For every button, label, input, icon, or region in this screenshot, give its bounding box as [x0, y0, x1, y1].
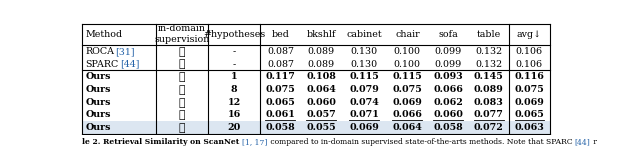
Text: 0.075: 0.075 [266, 85, 295, 94]
Text: ✗: ✗ [179, 84, 185, 95]
Text: Ours: Ours [86, 110, 111, 119]
Text: 0.087: 0.087 [267, 47, 294, 56]
Text: 0.072: 0.072 [474, 123, 504, 132]
Text: ✗: ✗ [179, 109, 185, 120]
Text: 0.132: 0.132 [475, 60, 502, 69]
Text: 0.079: 0.079 [349, 85, 379, 94]
Text: 0.065: 0.065 [266, 98, 295, 107]
Text: table: table [477, 29, 501, 39]
Text: 0.055: 0.055 [307, 123, 336, 132]
Text: [31]: [31] [115, 47, 135, 56]
Text: 0.132: 0.132 [475, 47, 502, 56]
Text: 0.075: 0.075 [515, 85, 544, 94]
Text: 0.087: 0.087 [267, 60, 294, 69]
Text: [1, 17]: [1, 17] [243, 138, 268, 146]
Text: 0.057: 0.057 [306, 110, 336, 119]
Text: ✗: ✗ [179, 71, 185, 82]
Text: 12: 12 [227, 98, 241, 107]
Text: 0.066: 0.066 [392, 110, 422, 119]
Text: 0.130: 0.130 [351, 47, 378, 56]
Text: 0.060: 0.060 [306, 98, 336, 107]
Text: 0.099: 0.099 [435, 60, 461, 69]
Text: 0.069: 0.069 [392, 98, 422, 107]
Text: 0.089: 0.089 [307, 60, 335, 69]
Text: 0.064: 0.064 [306, 85, 336, 94]
Text: 0.093: 0.093 [433, 72, 463, 81]
Text: 0.060: 0.060 [433, 110, 463, 119]
Text: 0.066: 0.066 [433, 85, 463, 94]
Text: [44]: [44] [120, 60, 139, 69]
Text: 1: 1 [230, 72, 237, 81]
Text: 0.108: 0.108 [306, 72, 336, 81]
Text: -: - [232, 47, 236, 56]
Text: ✗: ✗ [179, 122, 185, 133]
Text: avg↓: avg↓ [517, 29, 542, 39]
Text: 0.058: 0.058 [266, 123, 295, 132]
Text: 0.075: 0.075 [392, 85, 422, 94]
Text: 0.115: 0.115 [392, 72, 422, 81]
Text: chair: chair [395, 29, 420, 39]
Text: 0.100: 0.100 [394, 60, 421, 69]
Text: #hypotheses: #hypotheses [203, 29, 265, 39]
Text: 0.117: 0.117 [266, 72, 295, 81]
Text: 0.089: 0.089 [474, 85, 504, 94]
Text: 0.058: 0.058 [433, 123, 463, 132]
Text: Ours: Ours [86, 123, 111, 132]
Text: 0.099: 0.099 [435, 47, 461, 56]
Text: 0.130: 0.130 [351, 60, 378, 69]
Text: ✗: ✗ [179, 97, 185, 108]
Text: 0.106: 0.106 [516, 47, 543, 56]
Text: [44]: [44] [575, 138, 591, 146]
Text: r: r [591, 138, 596, 146]
Text: 20: 20 [227, 123, 241, 132]
Text: 0.106: 0.106 [516, 60, 543, 69]
Text: 0.061: 0.061 [266, 110, 295, 119]
Text: 0.064: 0.064 [392, 123, 422, 132]
Text: Ours: Ours [86, 72, 111, 81]
Text: 16: 16 [227, 110, 241, 119]
Text: 8: 8 [230, 85, 237, 94]
Text: le 2. Retrieval Similarity on ScanNet: le 2. Retrieval Similarity on ScanNet [83, 138, 243, 146]
Text: 0.100: 0.100 [394, 47, 421, 56]
Text: SPARC: SPARC [86, 60, 118, 69]
Text: 0.116: 0.116 [515, 72, 544, 81]
Text: 0.074: 0.074 [349, 98, 379, 107]
Text: ✓: ✓ [179, 47, 185, 57]
Bar [83, 121, 550, 134]
Text: 0.145: 0.145 [474, 72, 504, 81]
Text: 0.069: 0.069 [515, 98, 544, 107]
Text: 0.115: 0.115 [349, 72, 379, 81]
Text: 0.069: 0.069 [349, 123, 379, 132]
Text: 0.077: 0.077 [474, 110, 504, 119]
Text: Ours: Ours [86, 98, 111, 107]
Text: Method: Method [86, 29, 123, 39]
Text: 0.063: 0.063 [515, 123, 544, 132]
Text: ROCA: ROCA [86, 47, 115, 56]
Text: Ours: Ours [86, 85, 111, 94]
Text: 0.071: 0.071 [349, 110, 379, 119]
Text: 0.065: 0.065 [515, 110, 544, 119]
Text: 0.062: 0.062 [433, 98, 463, 107]
Text: compared to in-domain supervised state-of-the-arts methods. Note that SPARC: compared to in-domain supervised state-o… [268, 138, 575, 146]
Text: -: - [232, 60, 236, 69]
Text: 0.083: 0.083 [474, 98, 504, 107]
Text: ✓: ✓ [179, 59, 185, 69]
Text: 0.089: 0.089 [307, 47, 335, 56]
Text: in-domain
supervision: in-domain supervision [154, 24, 210, 44]
Text: bkshlf: bkshlf [307, 29, 336, 39]
Text: cabinet: cabinet [346, 29, 382, 39]
Text: bed: bed [271, 29, 289, 39]
Text: sofa: sofa [438, 29, 458, 39]
